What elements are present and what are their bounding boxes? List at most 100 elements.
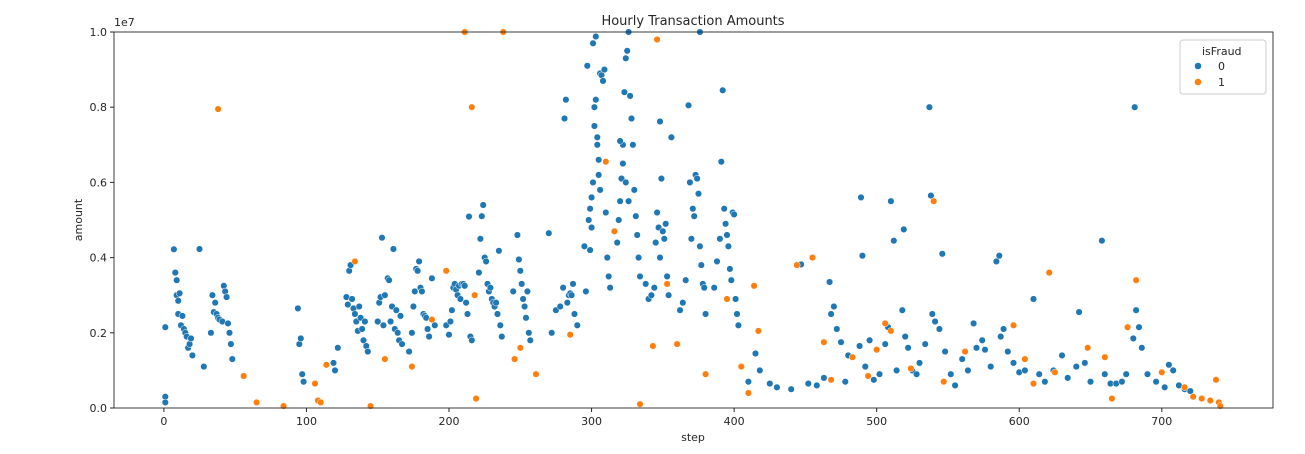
scatter-point-isfraud-1 (214, 105, 222, 113)
scatter-point-isfraud-0 (964, 366, 972, 374)
scatter-point-isfraud-0 (398, 340, 406, 348)
y-tick-label: 0.6 (90, 176, 108, 189)
scatter-point-isfraud-0 (351, 310, 359, 318)
scatter-point-isfraud-0 (516, 267, 524, 275)
scatter-point-isfraud-0 (329, 359, 338, 367)
scatter-point-isfraud-0 (875, 370, 884, 378)
scatter-point-isfraud-1 (1051, 368, 1059, 376)
scatter-point-isfraud-0 (355, 302, 363, 311)
scatter-point-isfraud-1 (1124, 323, 1132, 331)
scatter-point-isfraud-0 (595, 171, 603, 179)
scatter-point-isfraud-0 (997, 333, 1005, 341)
x-tick-label: 100 (296, 415, 317, 428)
scatter-point-isfraud-0 (560, 114, 569, 123)
scatter-point-isfraud-0 (713, 257, 721, 265)
scatter-point-isfraud-0 (1058, 351, 1066, 359)
scatter-point-isfraud-0 (298, 370, 306, 378)
scatter-point-isfraud-0 (1122, 370, 1130, 378)
scatter-point-isfraud-0 (187, 334, 195, 342)
scatter-point-isfraud-0 (726, 265, 734, 273)
scatter-point-isfraud-0 (334, 344, 342, 352)
scatter-point-isfraud-0 (650, 284, 658, 292)
scatter-point-isfraud-0 (682, 276, 690, 284)
scatter-point-isfraud-1 (1158, 368, 1166, 376)
scatter-point-isfraud-1 (442, 267, 450, 275)
scatter-point-isfraud-0 (720, 205, 728, 213)
scatter-point-isfraud-0 (700, 284, 708, 292)
scatter-point-isfraud-0 (519, 295, 527, 303)
scatter-point-isfraud-0 (590, 122, 598, 130)
y-axis-label: amount (72, 198, 85, 241)
scatter-point-isfraud-0 (465, 213, 473, 221)
scatter-point-isfraud-0 (732, 295, 740, 303)
scatter-point-isfraud-0 (710, 284, 718, 292)
scatter-point-isfraud-0 (1165, 361, 1173, 369)
scatter-point-isfraud-0 (616, 137, 624, 145)
scatter-point-isfraud-0 (208, 291, 216, 299)
scatter-point-isfraud-0 (1132, 306, 1140, 314)
scatter-point-isfraud-0 (580, 242, 588, 250)
scatter-point-isfraud-0 (207, 329, 215, 337)
scatter-point-isfraud-0 (200, 363, 208, 371)
scatter-point-isfraud-0 (468, 336, 476, 344)
scatter-point-isfraud-1 (1181, 383, 1189, 391)
scatter-point-isfraud-0 (901, 333, 909, 341)
scatter-point-isfraud-0 (615, 216, 623, 224)
scatter-point-isfraud-0 (1064, 374, 1072, 382)
scatter-point-isfraud-0 (381, 291, 389, 299)
scatter-point-isfraud-0 (1075, 308, 1083, 316)
scatter-point-isfraud-1 (793, 261, 801, 269)
scatter-point-isfraud-0 (592, 96, 600, 104)
scatter-point-isfraud-0 (556, 302, 564, 311)
scatter-point-isfraud-0 (861, 363, 869, 371)
scatter-point-isfraud-1 (1029, 380, 1038, 388)
scatter-point-isfraud-0 (228, 355, 236, 363)
scatter-point-isfraud-0 (766, 380, 774, 388)
chart-title: Hourly Transaction Amounts (601, 14, 784, 29)
scatter-point-isfraud-0 (562, 96, 570, 104)
scatter-point-isfraud-0 (620, 88, 628, 96)
scatter-point-isfraud-1 (723, 295, 731, 303)
scatter-point-isfraud-0 (972, 344, 981, 352)
scatter-point-isfraud-0 (660, 235, 668, 243)
scatter-point-isfraud-0 (606, 284, 614, 292)
scatter-point-isfraud-0 (493, 310, 502, 318)
scatter-point-isfraud-0 (174, 297, 182, 305)
scatter-point-isfraud-0 (900, 225, 908, 233)
scatter-point-isfraud-0 (593, 141, 601, 149)
scatter-point-isfraud-0 (425, 333, 433, 341)
x-tick-label: 400 (724, 415, 745, 428)
scatter-point-isfraud-1 (940, 378, 948, 386)
points-layer (161, 28, 1224, 410)
scatter-point-isfraud-0 (686, 178, 694, 186)
scatter-point-isfraud-0 (1143, 370, 1152, 378)
scatter-point-isfraud-0 (1035, 370, 1043, 378)
scatter-point-isfraud-1 (566, 331, 574, 339)
y-tick-label: 0.0 (90, 402, 108, 415)
scatter-point-isfraud-0 (211, 299, 219, 307)
scatter-point-isfraud-0 (1131, 103, 1139, 111)
scatter-point-isfraud-0 (652, 239, 660, 247)
scatter-point-isfraud-1 (864, 372, 872, 380)
scatter-point-isfraud-0 (590, 103, 598, 111)
x-tick-label: 300 (581, 415, 602, 428)
scatter-point-isfraud-1 (511, 355, 519, 363)
legend-label-1: 1 (1218, 76, 1225, 89)
scatter-point-isfraud-0 (414, 267, 422, 275)
scatter-point-isfraud-0 (479, 201, 487, 209)
scatter-point-isfraud-0 (925, 103, 933, 111)
scatter-point-isfraud-0 (570, 310, 579, 318)
scatter-point-isfraud-1 (468, 103, 476, 111)
scatter-point-isfraud-0 (813, 381, 821, 389)
y-axis: 0.0 0.2 0.4 0.6 0.8 1.0 (90, 26, 114, 415)
scatter-point-isfraud-0 (448, 306, 456, 314)
scatter-point-isfraud-0 (331, 366, 339, 374)
scatter-point-isfraud-0 (690, 212, 698, 220)
scatter-point-isfraud-0 (518, 280, 526, 288)
scatter-point-isfraud-0 (667, 133, 675, 141)
scatter-point-isfraud-0 (599, 77, 607, 85)
scatter-point-isfraud-0 (1129, 334, 1137, 342)
scatter-point-isfraud-1 (1132, 276, 1140, 284)
scatter-point-isfraud-0 (734, 321, 742, 329)
scatter-point-isfraud-0 (719, 86, 727, 94)
